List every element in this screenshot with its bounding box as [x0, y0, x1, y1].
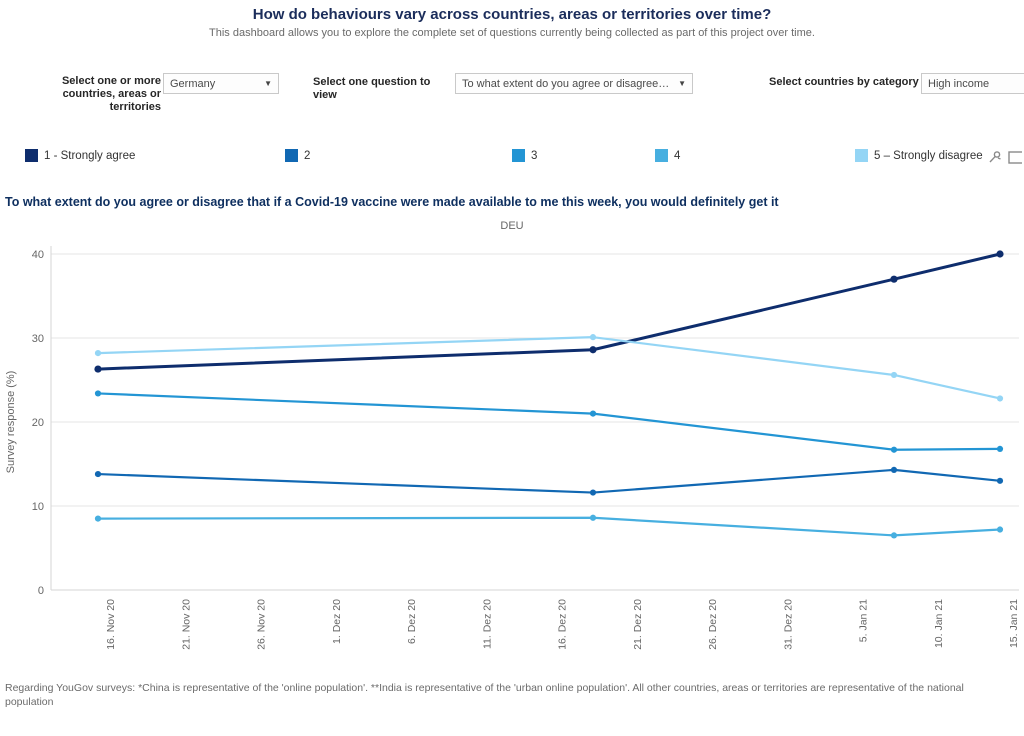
y-tick-label: 10: [32, 501, 44, 513]
country-filter-label: Select one or more countries, areas or t…: [48, 75, 161, 114]
series-line-3: [96, 392, 1002, 451]
expand-icon[interactable]: [1008, 150, 1022, 165]
chart-country-label: DEU: [500, 220, 524, 232]
legend-label: 5 – Strongly disagree: [874, 149, 983, 162]
data-point[interactable]: [94, 470, 102, 478]
category-select[interactable]: High income: [921, 73, 1024, 94]
series-line-5: [96, 336, 1002, 400]
data-point[interactable]: [890, 466, 898, 473]
x-tick-label: 16. Nov 20: [105, 599, 117, 650]
data-point[interactable]: [589, 489, 597, 496]
x-tick-label: 15. Jan 21: [1008, 599, 1020, 648]
x-tick-label: 11. Dez 20: [481, 599, 493, 649]
country-filter-label-line1: Select one or more: [61, 75, 161, 87]
data-point[interactable]: [890, 446, 898, 453]
chevron-down-icon: ▼: [678, 79, 686, 88]
data-point[interactable]: [94, 515, 102, 522]
page-title: How do behaviours vary across countries,…: [252, 6, 772, 23]
country-filter-label-line3: territories: [109, 101, 161, 113]
line-chart[interactable]: 0 10 20 30 40 Survey response (%) 16. Nov 20 21…: [0, 238, 1024, 674]
data-point[interactable]: [589, 346, 597, 354]
country-filter-label-line2: countries, areas or: [62, 88, 161, 100]
legend-item-1[interactable]: 1 - Strongly agree: [25, 149, 135, 162]
legend-swatch: [655, 149, 668, 162]
legend-item-3[interactable]: 3: [512, 149, 537, 162]
data-point[interactable]: [589, 334, 597, 341]
page-subtitle: This dashboard allows you to explore the…: [209, 27, 815, 39]
question-select-value: To what extent do you agree or disagree …: [462, 77, 673, 90]
y-tick-label: 20: [32, 417, 44, 429]
series-line-1: [96, 252, 1002, 371]
data-point[interactable]: [589, 410, 597, 417]
chevron-down-icon: ▼: [264, 79, 272, 88]
data-point[interactable]: [996, 445, 1004, 452]
data-point[interactable]: [589, 514, 597, 521]
data-point[interactable]: [996, 395, 1004, 402]
x-tick-label: 10. Jan 21: [933, 599, 945, 648]
data-point[interactable]: [996, 250, 1004, 258]
legend-label: 4: [674, 149, 681, 162]
y-tick-label: 30: [32, 333, 44, 345]
question-title: To what extent do you agree or disagree …: [5, 195, 779, 209]
legend-item-4[interactable]: 4: [655, 149, 680, 162]
series-line-4: [96, 516, 1002, 537]
legend-label: 3: [531, 149, 538, 162]
legend-item-2[interactable]: 2: [285, 149, 310, 162]
data-point[interactable]: [94, 350, 102, 357]
legend-item-5[interactable]: 5 – Strongly disagree: [855, 149, 983, 162]
x-tick-label: 1. Dez 20: [331, 599, 343, 644]
x-tick-label: 16. Dez 20: [557, 599, 569, 650]
data-point[interactable]: [996, 526, 1004, 533]
data-point[interactable]: [890, 275, 898, 283]
x-tick-label: 21. Dez 20: [632, 599, 644, 650]
data-point[interactable]: [996, 477, 1004, 484]
footnote: Regarding YouGov surveys: *China is repr…: [5, 682, 964, 708]
line-chart-svg[interactable]: 0 10 20 30 40 Survey response (%) 16. Nov 20 21…: [0, 238, 1024, 674]
series-line-2: [96, 468, 1002, 494]
category-filter-label: Select countries by category: [769, 76, 919, 88]
question-select[interactable]: To what extent do you agree or disagree …: [455, 73, 693, 94]
legend-label: 1 - Strongly agree: [44, 149, 136, 162]
x-tick-label: 26. Dez 20: [707, 599, 719, 650]
legend-swatch: [512, 149, 525, 162]
legend-swatch: [855, 149, 868, 162]
y-tick-label: 0: [38, 585, 44, 597]
legend-swatch: [285, 149, 298, 162]
legend-swatch: [25, 149, 38, 162]
y-tick-label: 40: [32, 249, 44, 261]
legend-label: 2: [304, 149, 311, 162]
pin-icon[interactable]: [988, 150, 1002, 165]
x-tick-label: 31. Dez 20: [782, 599, 794, 650]
y-axis-title: Survey response (%): [5, 371, 17, 474]
data-point[interactable]: [94, 365, 102, 373]
data-point[interactable]: [890, 371, 898, 379]
x-tick-label: 21. Nov 20: [180, 599, 192, 650]
legend-icons: [988, 150, 1022, 165]
data-point[interactable]: [94, 390, 102, 397]
category-select-value: High income: [928, 77, 990, 90]
question-filter-label: Select one question to view: [313, 76, 431, 101]
country-select[interactable]: Germany ▼: [163, 73, 279, 94]
x-tick-label: 26. Nov 20: [256, 599, 268, 650]
data-point[interactable]: [890, 532, 898, 539]
chart-legend: 1 - Strongly agree 2 3 4 5 – Strongly disagr…: [0, 149, 1024, 169]
country-select-value: Germany: [170, 77, 216, 90]
x-tick-label: 5. Jan 21: [858, 599, 870, 642]
x-tick-label: 6. Dez 20: [406, 599, 418, 644]
